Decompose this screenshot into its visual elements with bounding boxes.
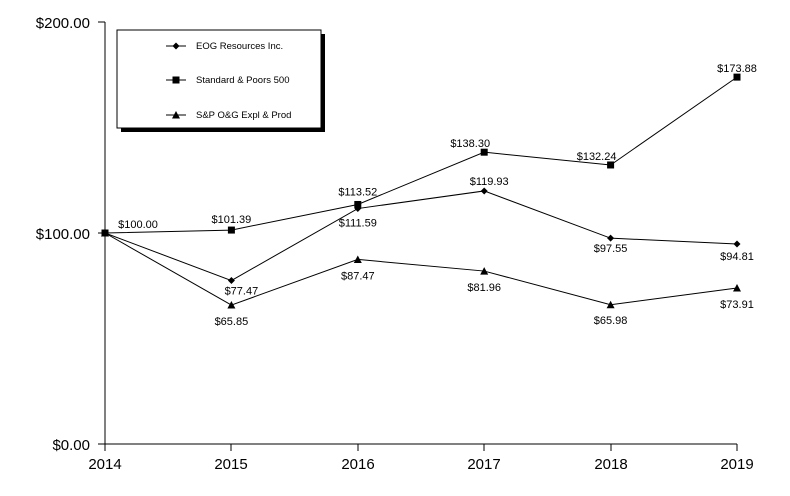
y-tick-label: $200.00: [36, 15, 90, 32]
data-label: $132.24: [577, 151, 617, 163]
data-point-diamond: [227, 277, 235, 285]
x-tick-label: 2018: [594, 456, 627, 473]
legend: EOG Resources Inc. Standard & Poors 500 …: [116, 29, 325, 132]
data-label: $138.30: [450, 138, 490, 150]
data-point-diamond: [733, 240, 741, 248]
data-point-square: [733, 73, 741, 81]
series-line-og: [104, 232, 738, 306]
series-line-eog: [104, 190, 738, 282]
x-tick-label: 2014: [88, 456, 121, 473]
data-point-diamond: [480, 187, 488, 195]
data-label: $97.55: [594, 243, 628, 255]
diamond-marker-icon: [172, 42, 180, 50]
triangle-marker-icon: [172, 111, 180, 119]
series-line-sp500: [104, 76, 738, 234]
legend-item-sp500: Standard & Poors 500: [166, 75, 289, 86]
data-label: $173.88: [717, 63, 757, 75]
square-marker-icon: [172, 76, 180, 84]
x-tick-label: 2016: [341, 456, 374, 473]
x-tick-label: 2019: [720, 456, 753, 473]
data-point-triangle: [733, 284, 741, 292]
legend-label: Standard & Poors 500: [196, 75, 289, 86]
data-point-triangle: [353, 255, 362, 263]
data-label: $65.85: [215, 316, 249, 328]
data-point-triangle: [227, 301, 236, 309]
data-label: $77.47: [225, 286, 259, 298]
legend-box: [116, 29, 322, 129]
data-label: $111.59: [339, 218, 377, 230]
data-label: $119.93: [470, 176, 509, 188]
legend-label: EOG Resources Inc.: [196, 41, 283, 52]
data-label: $101.39: [212, 214, 252, 226]
x-tick-label: 2015: [214, 456, 247, 473]
y-tick-label: $0.00: [52, 437, 90, 454]
x-axis: 2014 2015 2016 2017 2018 2019: [88, 443, 754, 473]
data-label: $65.98: [594, 315, 628, 327]
data-point-square: [607, 161, 615, 169]
data-point-square: [354, 200, 362, 208]
legend-item-eog: EOG Resources Inc.: [166, 41, 283, 52]
data-label: $81.96: [467, 282, 501, 294]
data-point-diamond: [607, 234, 615, 242]
legend-item-og: S&P O&G Expl & Prod: [166, 110, 291, 121]
y-tick-label: $100.00: [36, 226, 90, 243]
series-eog: [101, 187, 741, 285]
data-point-square: [227, 226, 235, 234]
data-point-triangle: [101, 229, 109, 237]
y-axis: $200.00 $100.00 $0.00: [36, 15, 106, 454]
data-point-triangle: [606, 300, 615, 309]
data-label: $73.91: [720, 299, 754, 311]
x-tick-label: 2017: [467, 456, 500, 473]
data-point-square: [480, 148, 488, 156]
data-label: $94.81: [720, 251, 754, 263]
data-label: $87.47: [341, 270, 375, 282]
legend-label: S&P O&G Expl & Prod: [196, 110, 291, 121]
data-label: $113.52: [338, 186, 377, 198]
data-point-triangle: [480, 267, 489, 275]
data-label-layer: $100.00 $77.47 $111.59 $119.93 $97.55 $94.81 $…: [118, 63, 757, 328]
series-og: [101, 229, 741, 309]
data-label: $100.00: [118, 219, 158, 231]
series-layer: [101, 73, 741, 309]
